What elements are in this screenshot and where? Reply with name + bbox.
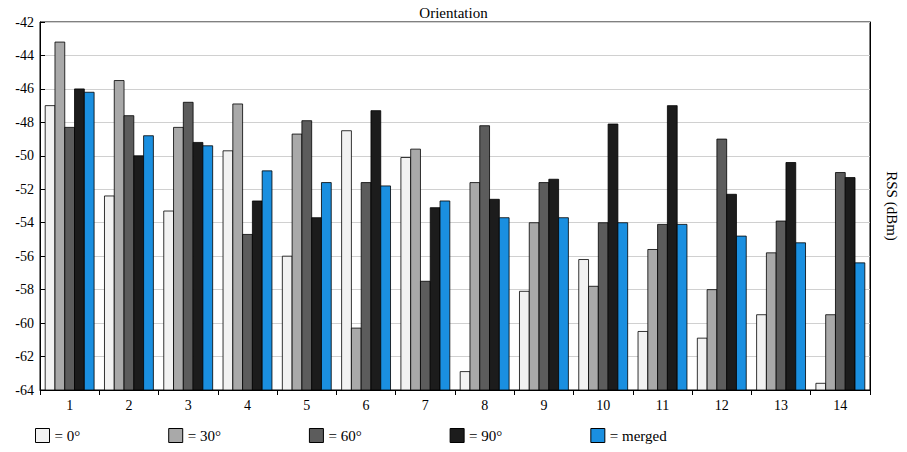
svg-text:= 90°: = 90° xyxy=(469,428,502,444)
svg-text:-50: -50 xyxy=(15,148,34,163)
svg-text:3: 3 xyxy=(185,398,192,413)
svg-text:5: 5 xyxy=(303,398,310,413)
svg-text:-56: -56 xyxy=(15,249,34,264)
svg-text:7: 7 xyxy=(422,398,429,413)
svg-text:= 60°: = 60° xyxy=(328,428,361,444)
svg-text:-64: -64 xyxy=(15,383,34,398)
svg-text:-52: -52 xyxy=(15,182,34,197)
svg-text:11: 11 xyxy=(656,398,669,413)
svg-text:2: 2 xyxy=(125,398,132,413)
svg-text:6: 6 xyxy=(363,398,370,413)
svg-text:13: 13 xyxy=(774,398,788,413)
svg-text:4: 4 xyxy=(244,398,251,413)
svg-text:= 0°: = 0° xyxy=(55,428,81,444)
svg-text:-44: -44 xyxy=(15,48,34,63)
svg-text:-60: -60 xyxy=(15,316,34,331)
svg-text:Orientation: Orientation xyxy=(419,5,488,21)
svg-text:= merged: = merged xyxy=(610,428,667,444)
svg-text:14: 14 xyxy=(833,398,847,413)
svg-text:= 30°: = 30° xyxy=(188,428,221,444)
svg-text:-62: -62 xyxy=(15,349,34,364)
svg-text:9: 9 xyxy=(540,398,547,413)
svg-text:10: 10 xyxy=(596,398,610,413)
svg-text:RSS (dBm): RSS (dBm) xyxy=(883,171,900,241)
svg-text:1: 1 xyxy=(66,398,73,413)
svg-text:12: 12 xyxy=(715,398,729,413)
svg-text:-48: -48 xyxy=(15,115,34,130)
svg-text:-46: -46 xyxy=(15,81,34,96)
svg-text:-42: -42 xyxy=(15,15,34,30)
svg-text:8: 8 xyxy=(481,398,488,413)
svg-text:-54: -54 xyxy=(15,215,34,230)
svg-text:-58: -58 xyxy=(15,282,34,297)
